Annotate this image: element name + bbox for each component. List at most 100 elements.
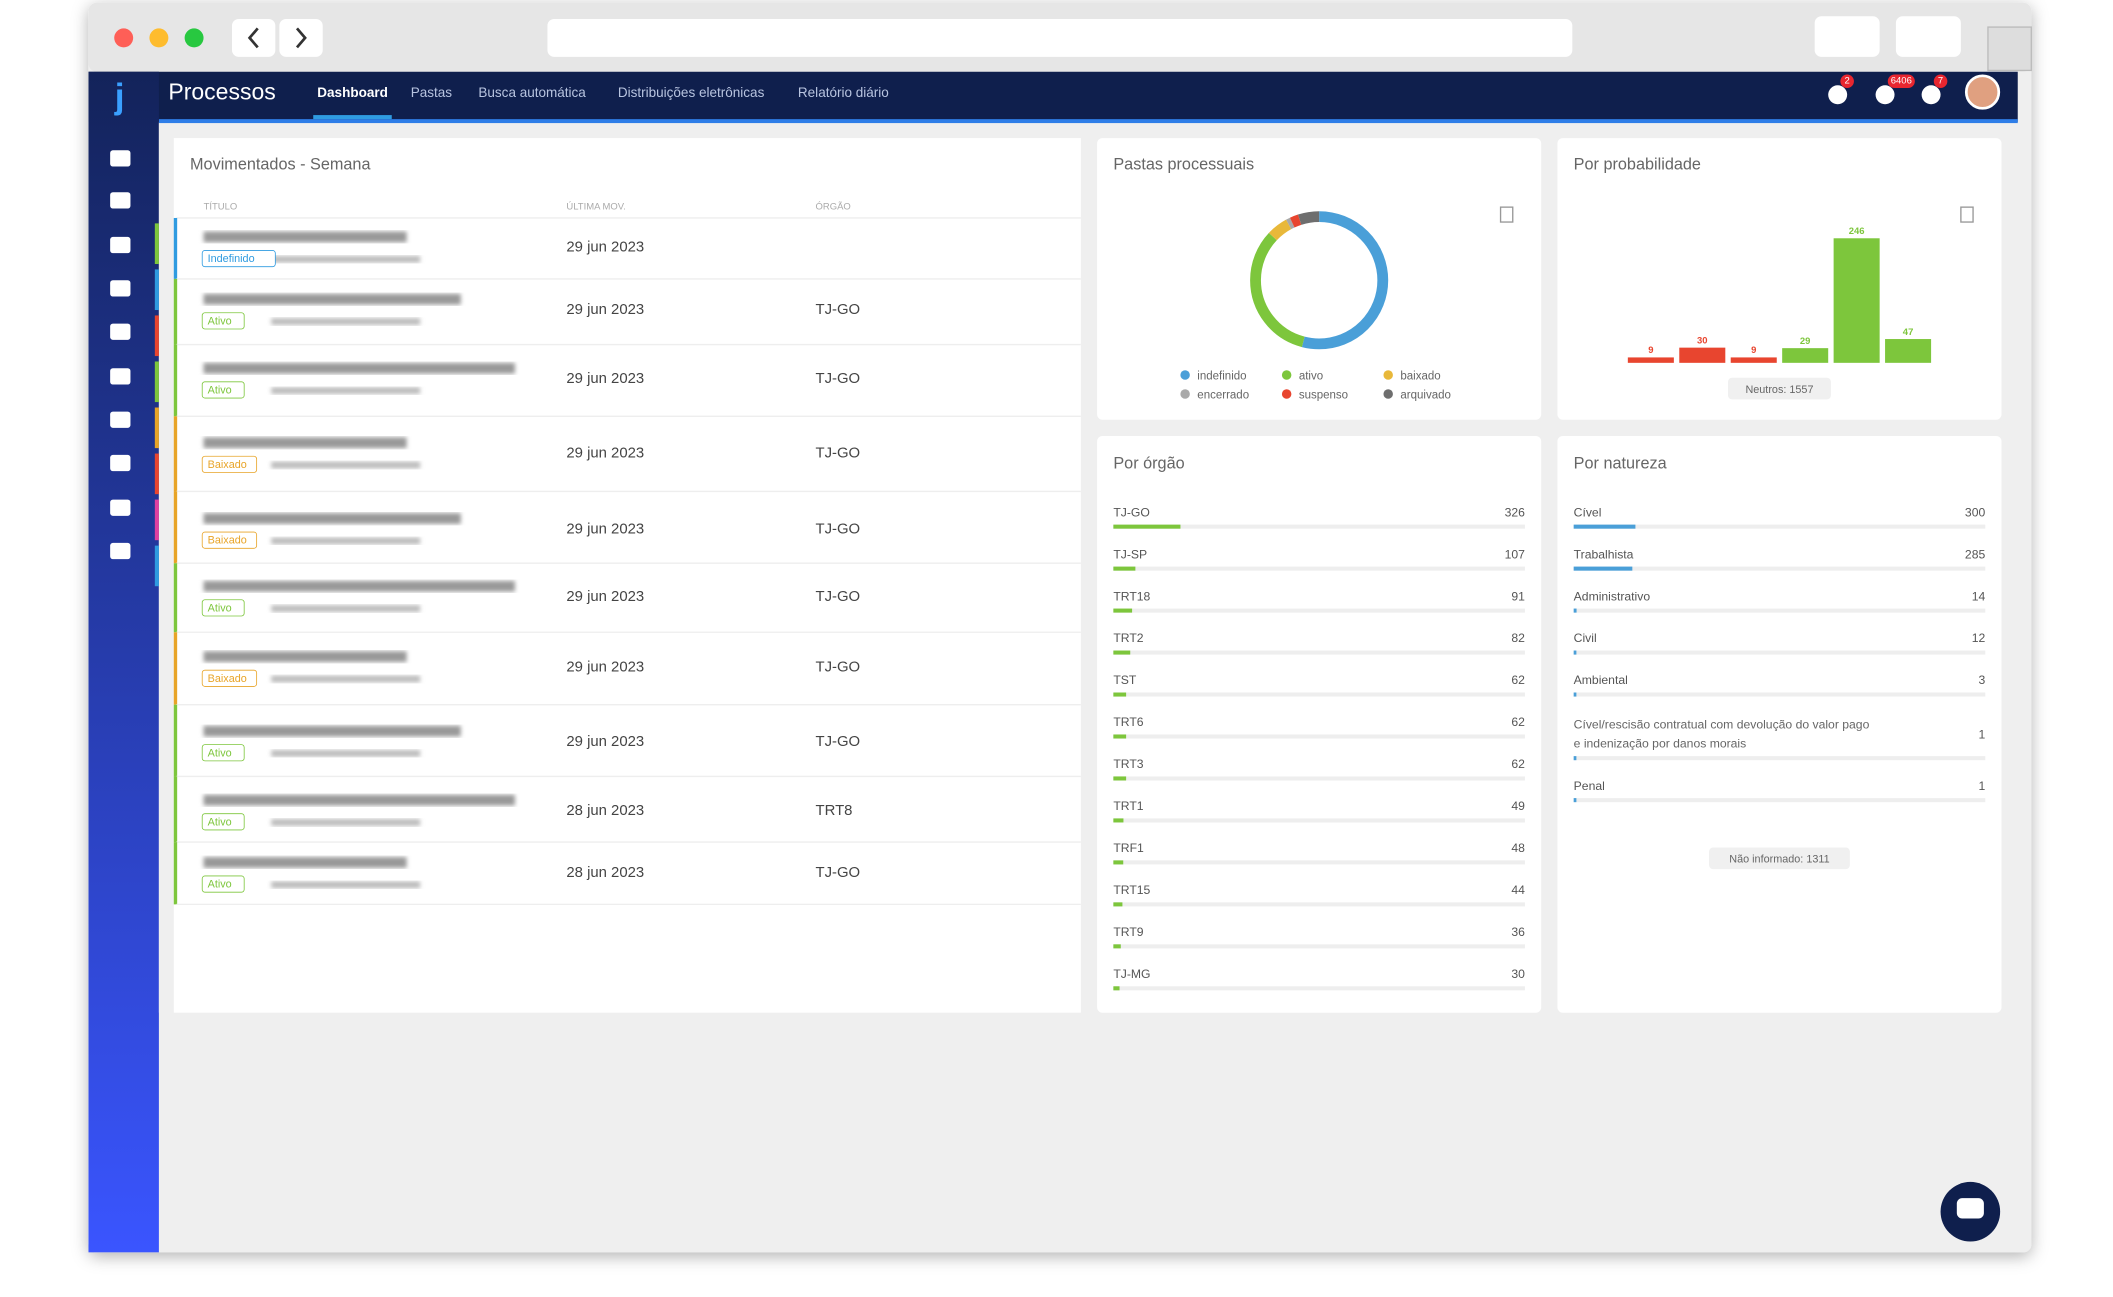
close-button[interactable]	[114, 28, 134, 48]
bar	[1833, 238, 1880, 363]
address-bar[interactable]	[547, 18, 1573, 57]
legend-label: suspenso	[1299, 389, 1348, 401]
status-label: Indefinido	[208, 253, 255, 265]
blurred-title	[203, 651, 407, 663]
badge-count: 7	[1938, 76, 1943, 87]
sidebar-icon[interactable]	[110, 280, 131, 297]
panel-title: Movimentados - Semana	[190, 155, 371, 173]
value-label: 62	[1511, 757, 1525, 771]
blurred-title	[203, 794, 515, 806]
row-date: 29 jun 2023	[566, 589, 644, 605]
sidebar-icon[interactable]	[110, 192, 131, 209]
minimize-button[interactable]	[149, 28, 169, 48]
note-pill	[1728, 377, 1831, 400]
bar	[1573, 798, 1577, 803]
note: Não informado: 1311	[1729, 854, 1829, 866]
sidebar-icon[interactable]	[110, 236, 131, 254]
bar-card	[1557, 138, 2002, 420]
sidebar-icon[interactable]	[110, 411, 131, 428]
nav-tab[interactable]: Dashboard	[317, 85, 388, 100]
nav-icon[interactable]	[1921, 85, 1941, 105]
value-label: 3	[1978, 673, 1985, 687]
tabs-button[interactable]	[1895, 16, 1961, 57]
export-icon[interactable]	[1499, 206, 1514, 223]
chat-icon	[1956, 1198, 1984, 1219]
forward-button[interactable]	[279, 18, 323, 57]
bar-track	[1113, 818, 1525, 823]
blurred-number	[271, 255, 421, 263]
bar-track	[1573, 650, 1986, 655]
blurred-title	[203, 362, 515, 374]
card-title: Por órgão	[1113, 455, 1184, 473]
category-label: TJ-GO	[1113, 505, 1150, 519]
bar-value-label: 29	[1800, 336, 1811, 347]
blurred-title	[203, 231, 407, 243]
category-label: Trabalhista	[1574, 547, 1634, 561]
export-icon[interactable]	[1960, 206, 1974, 223]
row-stripe	[173, 632, 178, 705]
forward-icon	[295, 27, 307, 49]
back-button[interactable]	[231, 18, 276, 57]
bar	[1573, 524, 1636, 529]
status-badge	[201, 455, 258, 473]
row-org: TJ-GO	[816, 865, 861, 881]
column-header: ÓRGÃO	[816, 202, 851, 213]
category-label: Administrativo	[1574, 589, 1651, 603]
status-badge	[201, 744, 245, 762]
bar-value-label: 9	[1648, 345, 1653, 356]
category-label: TRF1	[1113, 841, 1144, 855]
blurred-title	[203, 293, 461, 305]
row-date: 28 jun 2023	[566, 865, 644, 881]
category-label: Penal	[1574, 779, 1605, 793]
row-date: 29 jun 2023	[566, 240, 644, 256]
row-date: 29 jun 2023	[566, 734, 644, 750]
sidebar-icon[interactable]	[110, 368, 131, 385]
bar	[1113, 524, 1181, 529]
bar	[1113, 818, 1124, 823]
share-button[interactable]	[1814, 16, 1880, 57]
value-label: 1	[1978, 779, 1985, 793]
row-date: 29 jun 2023	[566, 302, 644, 318]
sidebar-icon[interactable]	[110, 499, 131, 516]
bar-value-label: 9	[1751, 345, 1756, 356]
note: Neutros: 1557	[1745, 384, 1813, 396]
nav-icon[interactable]	[1828, 85, 1848, 105]
nav-tab[interactable]: Pastas	[411, 85, 453, 100]
row-org: TJ-GO	[816, 734, 861, 750]
nav-tab[interactable]: Distribuições eletrônicas	[618, 85, 765, 100]
new-tab-button[interactable]	[1987, 26, 2032, 72]
bar-track	[1113, 734, 1525, 739]
sidebar-icon[interactable]	[110, 150, 131, 167]
sidebar-stripe	[154, 361, 159, 403]
badge	[1840, 74, 1854, 89]
donut-segment	[1250, 211, 1389, 350]
sidebar-stripe	[154, 453, 159, 495]
nav-tab[interactable]: Relatório diário	[798, 85, 889, 100]
zoom-button[interactable]	[184, 28, 204, 48]
status-label: Ativo	[208, 747, 232, 759]
bar	[1113, 944, 1121, 949]
bar	[1113, 776, 1127, 781]
sidebar-icon[interactable]	[110, 454, 131, 472]
sidebar-icon[interactable]	[110, 542, 131, 560]
nav-tab[interactable]: Busca automática	[478, 85, 586, 100]
bar	[1573, 650, 1577, 655]
legend-swatch	[1180, 389, 1190, 399]
bar-track	[1113, 524, 1525, 529]
bar-track	[1573, 692, 1986, 697]
blurred-title	[203, 580, 515, 592]
nav-icon[interactable]	[1875, 85, 1895, 105]
sidebar-icon[interactable]	[110, 323, 131, 340]
natureza-card	[1557, 435, 2002, 1013]
status-badge	[201, 813, 245, 831]
status-badge	[201, 599, 245, 617]
active-tab-underline	[313, 115, 392, 120]
avatar[interactable]	[1964, 74, 2001, 110]
card-title: Pastas processuais	[1113, 155, 1254, 173]
blurred-number	[271, 387, 421, 394]
row-date: 28 jun 2023	[566, 803, 644, 819]
category-label: TRT2	[1113, 631, 1143, 645]
blurred-number	[271, 819, 421, 826]
